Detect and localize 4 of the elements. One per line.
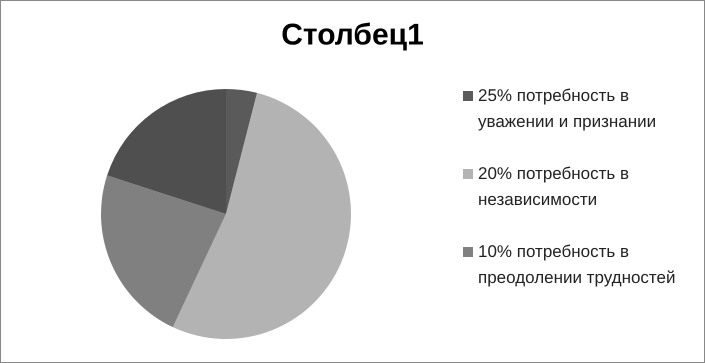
legend-label: 25% потребность в уважении и признании <box>478 85 658 133</box>
legend-label: 10% потребность в преодолении трудностей <box>478 241 676 289</box>
legend-label: 20% потребность в независимости <box>478 163 630 211</box>
chart-title: Столбец1 <box>281 18 424 52</box>
